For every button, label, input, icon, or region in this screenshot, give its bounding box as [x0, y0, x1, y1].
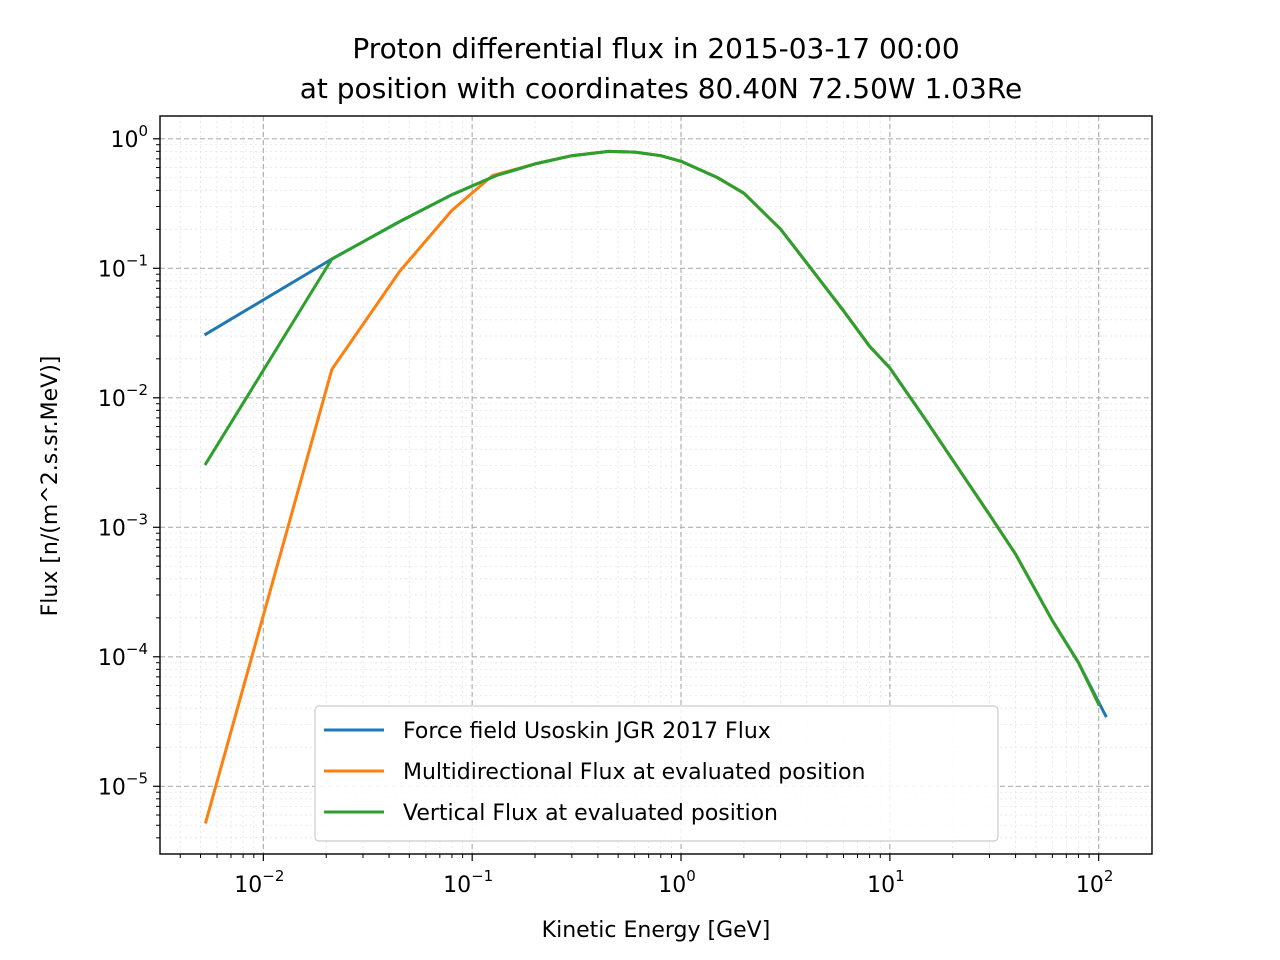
- legend-label-2: Multidirectional Flux at evaluated posit…: [403, 760, 865, 785]
- legend-label-3: Vertical Flux at evaluated position: [403, 801, 778, 826]
- x-tick-label: 10−1: [443, 867, 493, 898]
- x-tick-label: 10−2: [234, 867, 284, 898]
- y-tick-label: 10−1: [98, 251, 148, 282]
- x-axis-ticks: 10−2 10−1 100 101 102: [179, 854, 1114, 898]
- legend: Force field Usoskin JGR 2017 Flux Multidi…: [314, 705, 999, 842]
- series-layer: [203, 149, 1108, 824]
- x-axis-label: Kinetic Energy [GeV]: [542, 918, 771, 943]
- x-tick-label: 100: [658, 867, 696, 898]
- y-tick-label: 100: [110, 122, 148, 153]
- chart-title-line1: Proton differential flux in 2015-03-17 0…: [352, 32, 959, 65]
- legend-label-1: Force field Usoskin JGR 2017 Flux: [403, 719, 771, 744]
- series-line-3: [203, 149, 1101, 707]
- x-tick-label: 102: [1076, 867, 1114, 898]
- y-tick-label: 10−4: [98, 640, 148, 671]
- y-axis-label: Flux [n/(m^2.s.sr.MeV)]: [38, 356, 63, 617]
- x-tick-label: 101: [867, 867, 905, 898]
- y-tick-label: 10−5: [98, 769, 148, 800]
- y-axis-ticks: 10−5 10−4 10−3 10−2 10−1 100: [98, 122, 160, 839]
- y-tick-label: 10−3: [98, 510, 148, 541]
- chart-title-line2: at position with coordinates 80.40N 72.5…: [300, 72, 1023, 105]
- legend-box: [314, 705, 999, 842]
- plot-frame: [159, 115, 1153, 855]
- axes-frame: [159, 115, 1153, 855]
- y-tick-label: 10−2: [98, 381, 148, 412]
